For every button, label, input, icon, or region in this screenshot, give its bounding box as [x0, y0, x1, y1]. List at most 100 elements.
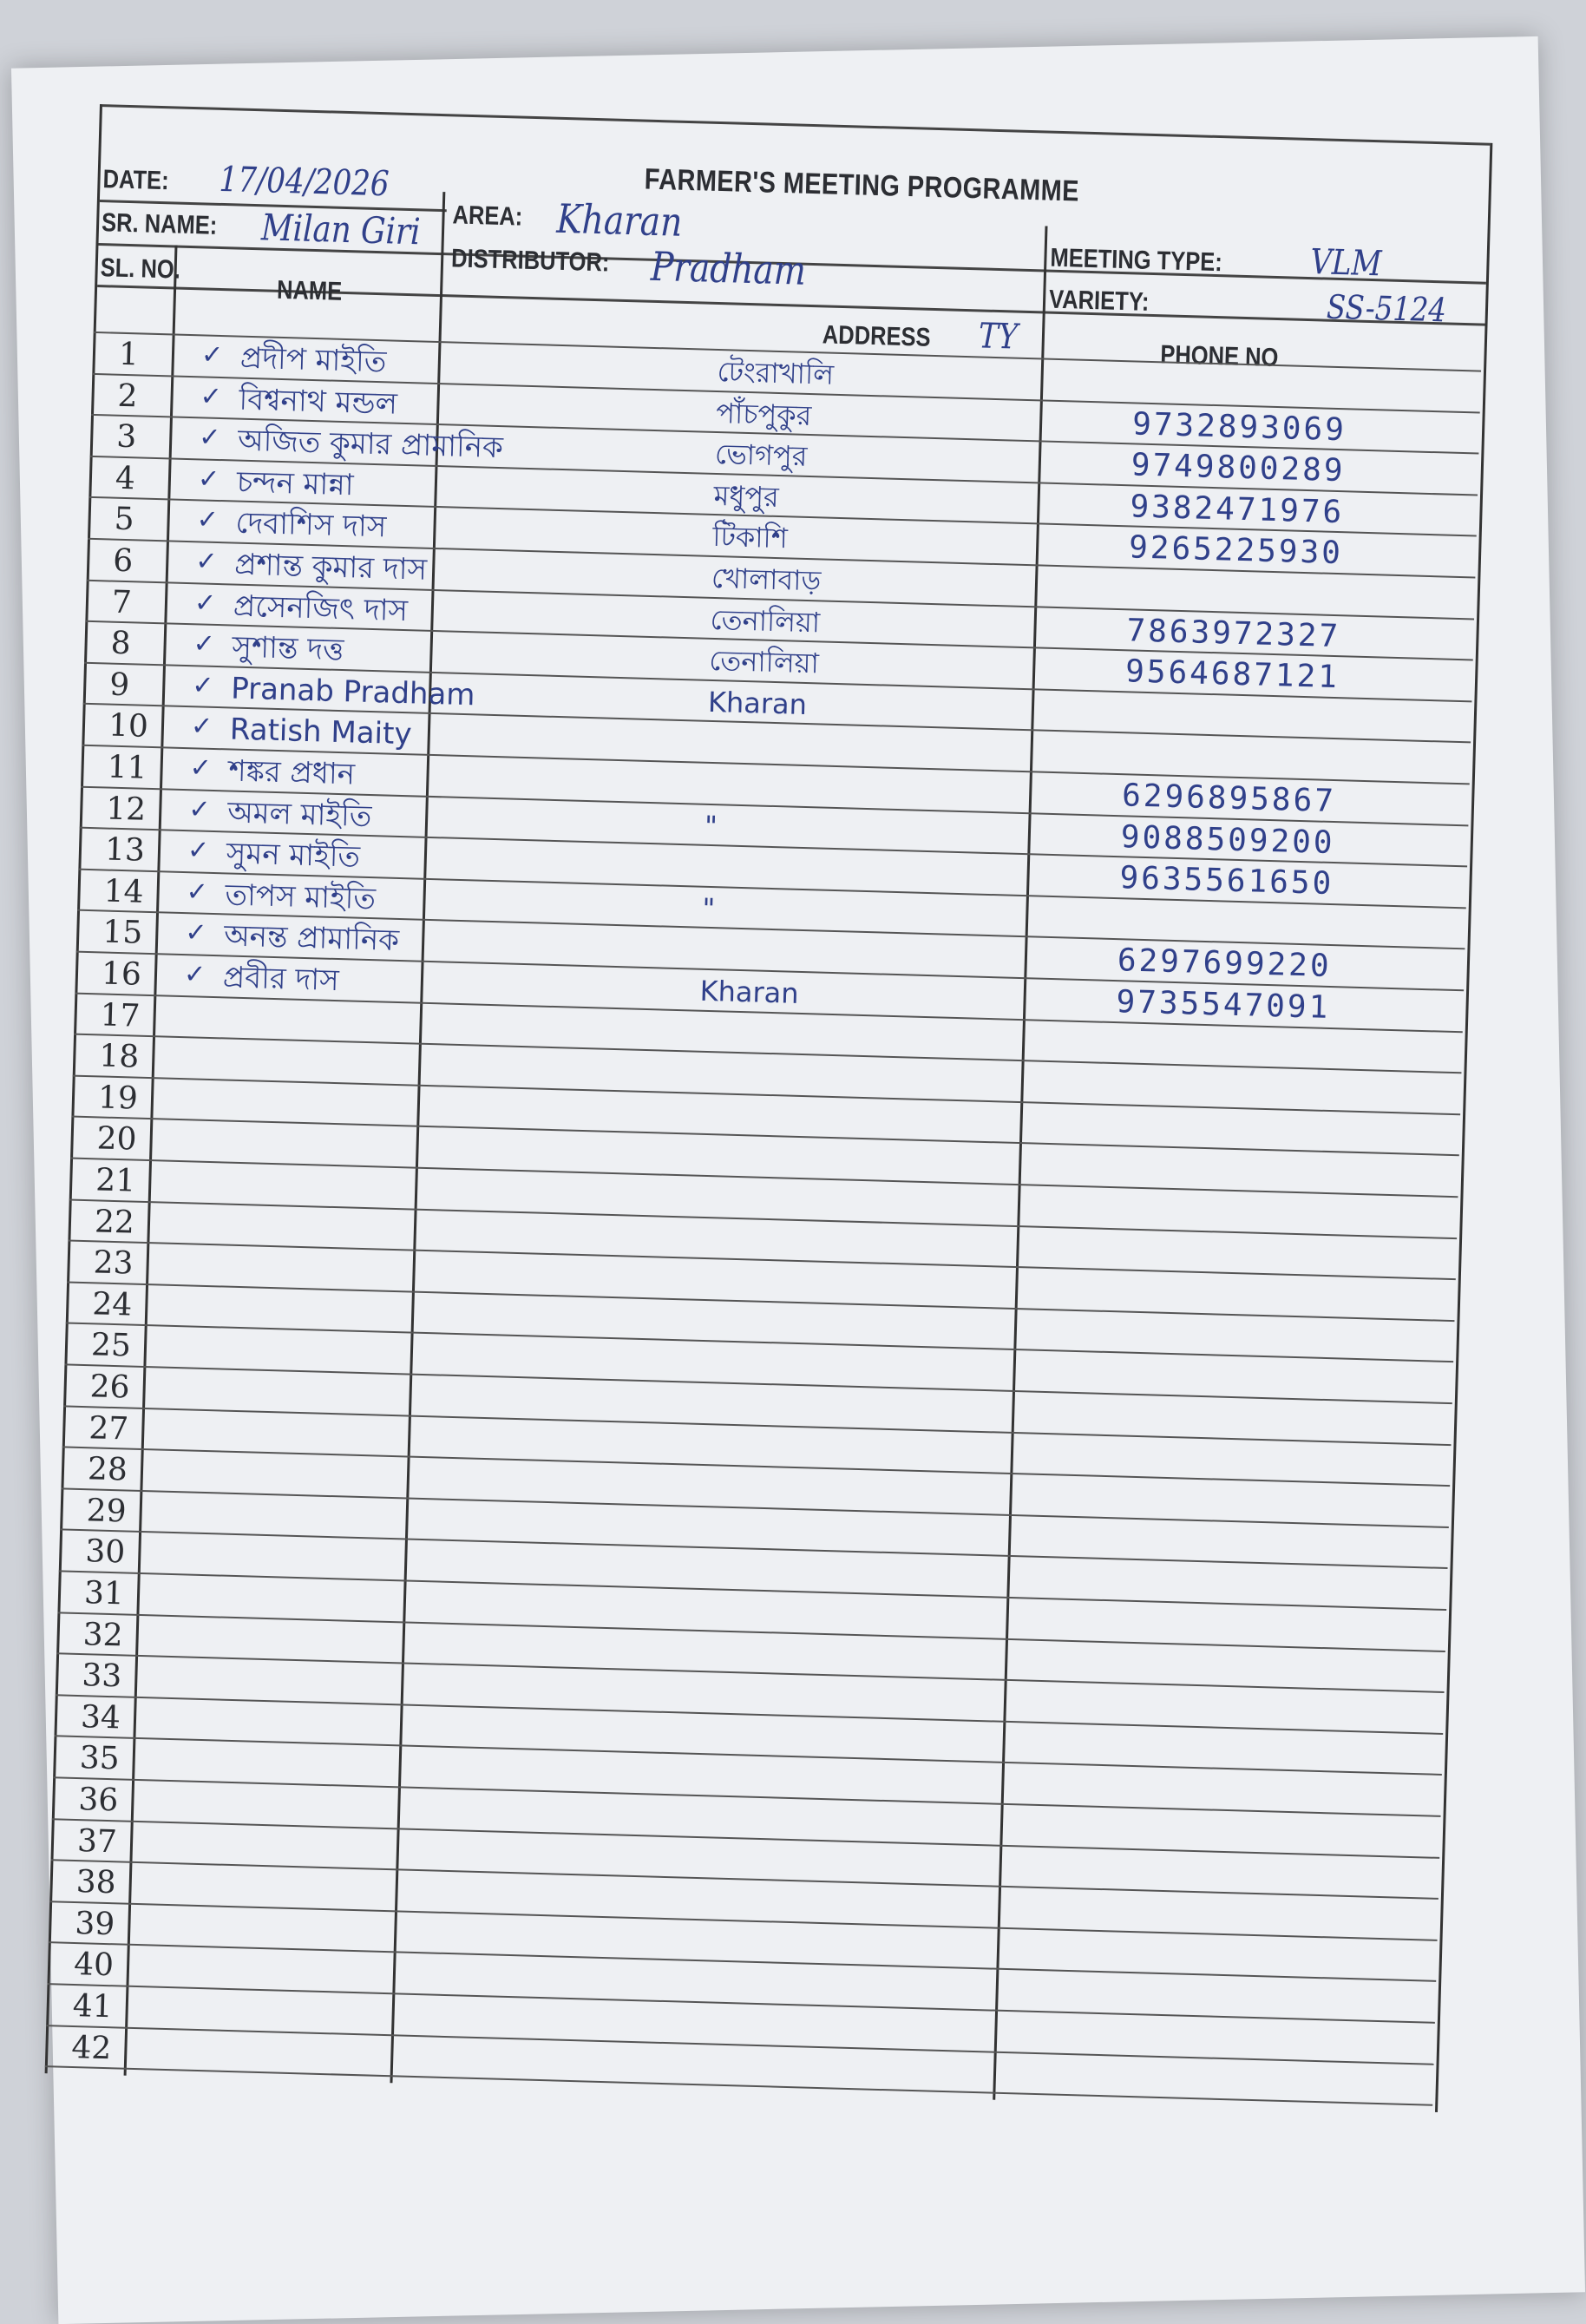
- farmer-name: [200, 1743, 201, 1781]
- farmer-name: চন্দন মান্না: [236, 464, 355, 503]
- farmer-phone: 9088509200: [1120, 818, 1336, 861]
- farmer-address: তেনালিয়া: [710, 602, 821, 639]
- checkmark-icon: ✓: [186, 876, 209, 907]
- farmer-phone: [1123, 736, 1124, 774]
- farmer-name: প্রবীর দাস: [222, 960, 340, 999]
- farmer-name: [196, 1908, 197, 1947]
- serial-number: 33: [81, 1658, 122, 1695]
- farmer-address: Kharan: [699, 974, 800, 1010]
- farmer-name: [203, 1660, 204, 1698]
- serial-number: 14: [103, 873, 145, 910]
- address-note: TY: [978, 316, 1019, 358]
- farmer-name: [221, 1000, 222, 1038]
- serial-number: 24: [91, 1286, 133, 1323]
- checkmark-icon: ✓: [200, 381, 223, 411]
- farmer-name: সুশান্ত দত্ত: [232, 629, 344, 668]
- sr-name-label: SR. NAME:: [101, 208, 218, 240]
- serial-number: 30: [84, 1533, 126, 1571]
- farmer-address: [681, 1632, 682, 1671]
- farmer-name: [193, 1991, 194, 2029]
- serial-number: 20: [96, 1120, 138, 1159]
- farmer-phone: [1095, 1727, 1096, 1765]
- farmer-phone: [1113, 1066, 1114, 1104]
- serial-number: 41: [72, 1987, 114, 2025]
- farmer-name: [218, 1124, 219, 1162]
- serial-number: 22: [94, 1203, 135, 1241]
- checkmark-icon: ✓: [183, 960, 206, 989]
- farmer-phone: [1092, 1809, 1093, 1848]
- farmer-address: ": [704, 809, 718, 843]
- serial-number: 40: [73, 1947, 115, 1984]
- farmer-name: [217, 1165, 218, 1203]
- meeting-type-label: MEETING TYPE:: [1050, 243, 1223, 278]
- farmer-address: [675, 1839, 676, 1877]
- farmer-address: [671, 2004, 672, 2042]
- serial-number: 37: [76, 1822, 118, 1860]
- farmer-address: টেংরাখালি: [717, 354, 835, 391]
- farmer-name: [206, 1536, 207, 1574]
- farmer-phone: 6296895867: [1121, 778, 1337, 820]
- checkmark-icon: ✓: [189, 753, 213, 783]
- farmer-address: [698, 1013, 699, 1051]
- farmer-phone: [1087, 2016, 1088, 2054]
- farmer-name: [219, 1082, 220, 1120]
- farmer-address: [680, 1674, 681, 1712]
- farmer-phone: [1098, 1603, 1099, 1641]
- farmer-address: Kharan: [707, 685, 808, 721]
- farmer-phone: 9749800289: [1131, 447, 1347, 489]
- farmer-phone: [1091, 1850, 1092, 1888]
- serial-number: 17: [100, 997, 141, 1034]
- farmer-address: [690, 1302, 691, 1340]
- farmer-address: [705, 765, 706, 804]
- farmer-address: [691, 1261, 692, 1299]
- farmer-name: শঙ্কর প্রধান: [228, 753, 356, 792]
- farmer-phone: [1112, 1107, 1113, 1146]
- farmer-phone: [1111, 1148, 1112, 1186]
- serial-number: 8: [110, 625, 132, 662]
- col-header-address: ADDRESS: [822, 320, 932, 352]
- farmer-name: [205, 1578, 206, 1616]
- area-label: AREA:: [452, 200, 523, 232]
- farmer-name: [201, 1702, 202, 1740]
- serial-number: 12: [105, 791, 147, 828]
- farmer-address: [689, 1343, 690, 1382]
- farmer-address: [687, 1426, 688, 1464]
- farmer-phone: 9564687121: [1124, 653, 1340, 696]
- farmer-name: [194, 1949, 195, 1987]
- farmer-name: অমল মাইতি: [226, 795, 372, 834]
- farmer-name: [197, 1867, 198, 1905]
- farmer-name: [211, 1371, 212, 1409]
- serial-number: 25: [90, 1327, 132, 1364]
- farmer-name: [214, 1247, 215, 1285]
- variety-value: SS-5124: [1326, 287, 1447, 330]
- farmer-address: [684, 1550, 685, 1588]
- farmer-address: [697, 1054, 698, 1093]
- farmer-address: ভোগপুর: [714, 437, 808, 474]
- farmer-address: [685, 1467, 686, 1506]
- farmer-address: [706, 724, 707, 762]
- checkmark-icon: ✓: [193, 629, 216, 660]
- farmer-phone: [1109, 1231, 1110, 1270]
- farmer-address: [678, 1715, 679, 1753]
- serial-number: 6: [112, 542, 134, 580]
- checkmark-icon: ✓: [197, 464, 220, 494]
- farmer-phone: [1106, 1314, 1107, 1352]
- farmer-address: তেনালিয়া: [708, 644, 820, 680]
- farmer-phone: 6297699220: [1117, 942, 1333, 985]
- farmer-name: [198, 1826, 199, 1864]
- farmer-name: [215, 1206, 216, 1244]
- serial-number: 1: [118, 336, 140, 373]
- serial-number: 5: [114, 502, 135, 538]
- farmer-address: [700, 930, 701, 968]
- variety-label: VARIETY:: [1048, 285, 1150, 317]
- checkmark-icon: ✓: [190, 712, 213, 742]
- farmer-phone: [1133, 364, 1134, 402]
- farmer-name: অনন্ত প্রামানিক: [223, 918, 400, 959]
- farmer-phone: [1085, 2057, 1086, 2095]
- farmer-address: টিকাশি: [711, 520, 789, 555]
- serial-number: 11: [107, 749, 148, 786]
- farmer-phone: [1108, 1272, 1109, 1310]
- serial-number: 4: [115, 460, 136, 497]
- farmer-address: [695, 1137, 696, 1175]
- farmer-name: [204, 1619, 205, 1658]
